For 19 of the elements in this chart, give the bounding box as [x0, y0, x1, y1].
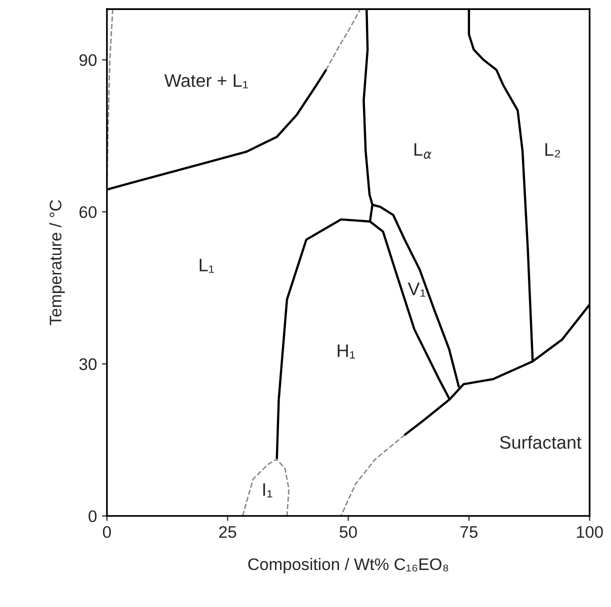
y-tick-label: 60 — [80, 206, 97, 218]
y-tick-label: 90 — [79, 54, 97, 66]
annotation: Surfactant — [500, 436, 582, 449]
annotation: V₁ — [408, 282, 426, 297]
y-tick-label: 30 — [79, 358, 97, 370]
y-tick-label: 0 — [88, 510, 97, 522]
x-tick-label: 50 — [340, 526, 357, 538]
annotation: H₁ — [338, 344, 355, 358]
x-tick-label: 0 — [102, 526, 111, 538]
x-tick-label: 25 — [219, 526, 236, 538]
annotation: L₂ — [545, 143, 560, 158]
x-tick-label: 100 — [576, 526, 603, 538]
annotation: Water + L₁ — [164, 74, 248, 88]
x-tick-label: 75 — [460, 526, 478, 538]
annotation: L₁ — [200, 258, 214, 273]
y-axis-title: Temperature / °C — [49, 200, 65, 326]
annotation: I₁ — [263, 483, 272, 498]
annotation: L$_{α}$ — [414, 143, 432, 159]
x-axis-title: Composition / Wt% C₁₆EO₈ — [248, 558, 448, 574]
